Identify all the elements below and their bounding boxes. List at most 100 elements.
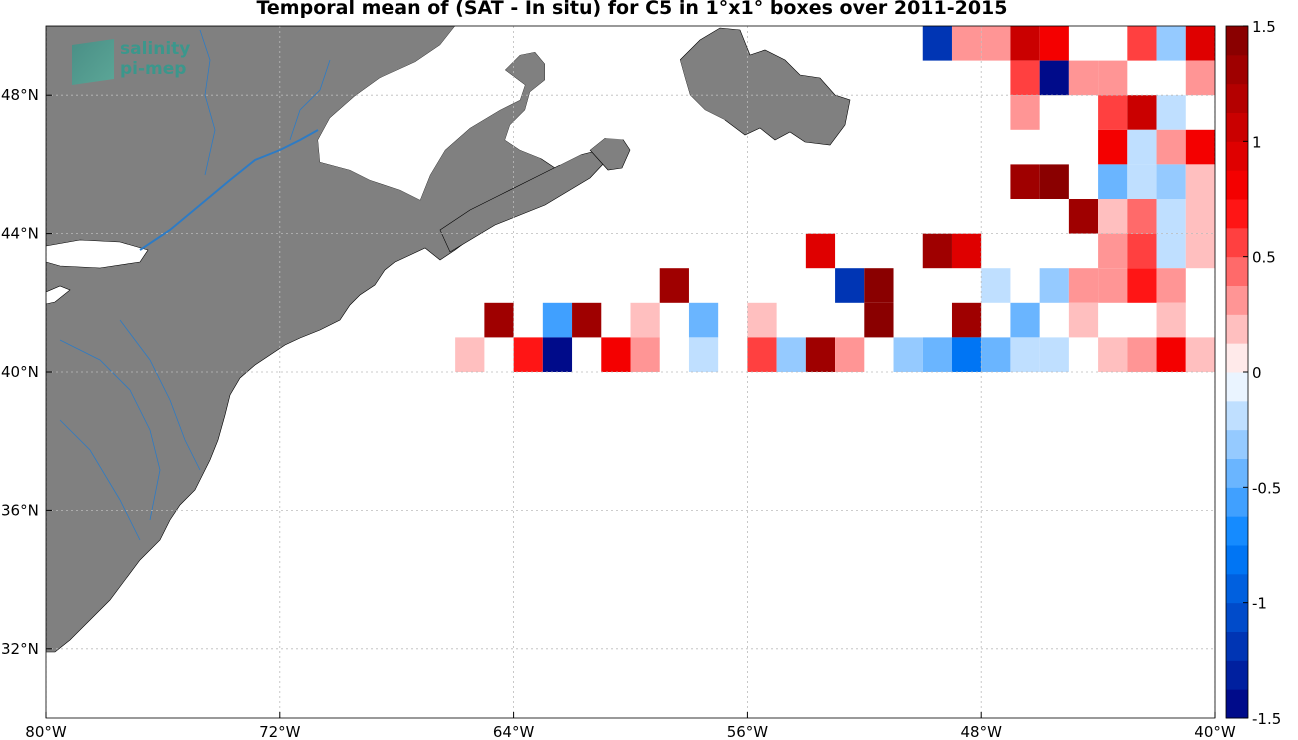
heatmap-cell <box>922 26 952 61</box>
colorbar-tick-label: 1.5 <box>1252 18 1276 36</box>
heatmap-cell <box>542 337 573 372</box>
heatmap-cell <box>1156 164 1186 199</box>
heatmap-cell <box>1127 337 1157 372</box>
heatmap-cell <box>922 337 952 372</box>
lake-ontario <box>46 239 149 269</box>
nova-scotia <box>439 149 606 253</box>
heatmap-cell <box>630 302 660 338</box>
heatmap-cell <box>1127 129 1157 165</box>
colorbar-tick-label: 0.5 <box>1252 249 1276 267</box>
heatmap-cell <box>864 302 894 338</box>
heatmap-cell <box>1068 268 1099 303</box>
heatmap-cell <box>1098 233 1128 269</box>
heatmap-cell <box>601 337 631 372</box>
heatmap-cells <box>455 26 1215 372</box>
heatmap-cell <box>1068 302 1099 338</box>
colorbar-swatch <box>1226 170 1248 200</box>
heatmap-cell <box>864 268 894 303</box>
colorbar-swatch <box>1226 54 1248 85</box>
colorbar-swatch <box>1226 602 1248 632</box>
colorbar-swatch <box>1226 516 1248 546</box>
heatmap-cell <box>1068 60 1099 96</box>
colorbar-swatch <box>1226 400 1248 431</box>
colorbar-swatch <box>1226 660 1248 690</box>
heatmap-cell <box>835 337 865 372</box>
colorbar-swatch <box>1226 458 1248 488</box>
river-2 <box>119 319 201 471</box>
colorbar-tick-label: 1 <box>1252 133 1262 151</box>
heatmap-cell <box>1010 302 1040 338</box>
heatmap-cell <box>572 302 602 338</box>
heatmap-cell <box>747 302 777 338</box>
heatmap-cell <box>1098 199 1128 234</box>
heatmap-cell <box>1185 199 1215 234</box>
colorbar-swatch <box>1226 285 1248 315</box>
lat-tick-label: 48°N <box>1 86 39 104</box>
heatmap-cell <box>542 302 573 338</box>
heatmap-cell <box>805 233 836 269</box>
heatmap-cell <box>922 233 952 269</box>
heatmap-cell <box>1068 199 1099 234</box>
heatmap-cell <box>835 268 865 303</box>
colorbar-swatch <box>1226 487 1248 517</box>
heatmap-cell <box>981 26 1011 61</box>
heatmap-cell <box>1156 129 1186 165</box>
heatmap-cell <box>951 26 982 61</box>
heatmap-cell <box>1127 268 1157 303</box>
heatmap-cell <box>630 337 660 372</box>
colorbar-swatch <box>1226 545 1248 575</box>
heatmap-cell <box>1185 164 1215 199</box>
lon-tick-label: 80°W <box>25 723 67 740</box>
colorbar-swatch <box>1226 429 1248 459</box>
lon-tick-label: 48°W <box>960 723 1002 740</box>
colorbar-swatch <box>1226 314 1248 344</box>
heatmap-cell <box>1156 26 1186 61</box>
heatmap-cell <box>951 337 982 372</box>
heatmap-cell <box>688 337 719 372</box>
heatmap-cell <box>1127 199 1157 234</box>
colorbar-swatch <box>1226 83 1248 113</box>
heatmap-cell <box>1039 60 1069 96</box>
heatmap-cell <box>1010 95 1040 130</box>
colorbar-swatch <box>1226 573 1248 604</box>
colorbar-swatch <box>1226 199 1248 229</box>
st-lawrence-river <box>139 129 319 251</box>
heatmap-cell <box>1156 337 1186 372</box>
lat-tick-label: 40°N <box>1 363 39 381</box>
lon-tick-label: 40°W <box>1194 723 1236 740</box>
heatmap-cell <box>1156 302 1186 338</box>
heatmap-cell <box>1098 129 1128 165</box>
heatmap-cell <box>1127 233 1157 269</box>
heatmap-cell <box>1185 129 1215 165</box>
heatmap-cell <box>1039 268 1069 303</box>
heatmap-cell <box>1010 164 1040 199</box>
lon-tick-label: 72°W <box>259 723 301 740</box>
heatmap-cell <box>1156 95 1186 130</box>
map-title: Temporal mean of (SAT - In situ) for C5 … <box>256 0 1008 19</box>
colorbar-swatch <box>1226 26 1248 56</box>
colorbar-swatch <box>1226 256 1248 286</box>
heatmap-cell <box>951 233 982 269</box>
colorbar-tick-label: -0.5 <box>1252 479 1281 497</box>
logo-mark-icon <box>72 39 114 85</box>
heatmap-cell <box>455 337 485 372</box>
lat-tick-label: 36°N <box>1 501 39 519</box>
lon-tick-label: 64°W <box>493 723 535 740</box>
heatmap-cell <box>1185 60 1215 96</box>
heatmap-cell <box>1127 164 1157 199</box>
heatmap-cell <box>1127 95 1157 130</box>
heatmap-cell <box>1039 164 1069 199</box>
heatmap-cell <box>1098 95 1128 130</box>
heatmap-cell <box>1098 268 1128 303</box>
heatmap-cell <box>1156 268 1186 303</box>
colorbar-swatch <box>1226 343 1248 373</box>
heatmap-cell <box>1156 233 1186 269</box>
heatmap-cell <box>776 337 806 372</box>
heatmap-cell <box>1098 337 1128 372</box>
heatmap-cell <box>1185 26 1215 61</box>
colorbar-tick-label: -1.5 <box>1252 710 1281 728</box>
heatmap-cell <box>1185 337 1215 372</box>
gridlines <box>46 26 1215 718</box>
colorbar-tick-label: -1 <box>1252 595 1267 613</box>
